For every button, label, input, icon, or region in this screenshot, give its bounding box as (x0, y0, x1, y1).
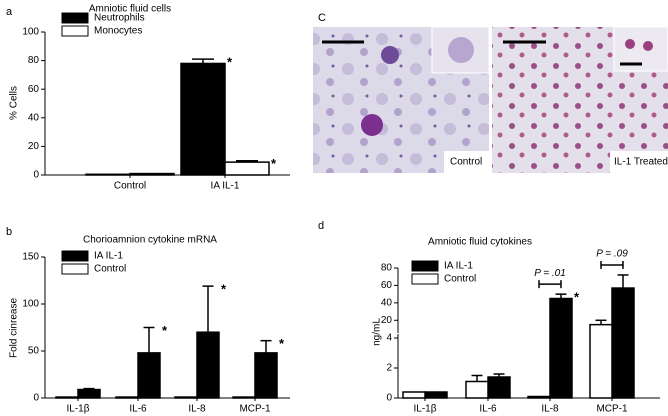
x-tick-label: IL-8 (541, 404, 559, 415)
cell (625, 39, 635, 49)
y-tick-label: 0 (33, 393, 39, 404)
panel-label: C (318, 12, 326, 24)
legend-swatch (411, 260, 439, 272)
cell (361, 114, 383, 136)
legend-swatch (61, 25, 89, 37)
bar (174, 396, 198, 399)
bar (527, 395, 551, 399)
y-axis-label: % Cells (9, 86, 20, 120)
y-tick-label: 20 (28, 141, 40, 152)
y-tick-label: 40 (28, 112, 40, 123)
cell (381, 46, 399, 64)
significance: * (271, 156, 277, 171)
bar (465, 380, 489, 399)
bar (589, 323, 613, 399)
y-tick-label: 2 (386, 363, 392, 374)
y-tick-label: 60 (381, 280, 393, 291)
caption-box (610, 151, 668, 173)
comparison-label: P = .09 (596, 249, 628, 260)
legend-label: IA IL-1 (444, 261, 473, 272)
y-tick-label: 100 (22, 299, 39, 310)
y-tick-label: 50 (28, 346, 40, 357)
bar (232, 396, 256, 399)
bar (487, 376, 511, 399)
y-tick-label: 150 (22, 252, 39, 263)
significance: * (574, 290, 580, 305)
x-tick-label: MCP-1 (239, 404, 271, 415)
bar (254, 352, 278, 399)
x-tick-label: IL-6 (129, 404, 147, 415)
bar (224, 161, 270, 176)
y-tick-label: 4 (386, 333, 392, 344)
y-tick-label: 80 (381, 263, 393, 274)
y-tick-label: 0 (33, 170, 39, 181)
bar (549, 297, 573, 399)
bar (424, 391, 448, 399)
caption-box (444, 151, 489, 173)
bar (180, 62, 226, 176)
bar (196, 331, 220, 399)
legend-swatch (61, 263, 89, 275)
significance: * (162, 323, 168, 338)
cell (448, 37, 474, 63)
comparison-label: P = .01 (534, 268, 566, 279)
bar (85, 173, 131, 176)
bar (402, 391, 426, 399)
legend-label: Control (444, 274, 476, 285)
y-axis-label: Fold cinrease (9, 298, 20, 358)
chart-title: Chorioamnion cytokine mRNA (83, 235, 217, 246)
bar (129, 172, 175, 176)
x-tick-label: IA IL-1 (211, 181, 240, 192)
y-tick-label: 80 (28, 55, 40, 66)
bar (115, 396, 139, 399)
legend-label: Control (94, 264, 126, 275)
y-tick-label: 60 (28, 84, 40, 95)
y-tick-label: 20 (381, 315, 393, 326)
bar (611, 287, 635, 399)
x-tick-label: IL-1β (67, 404, 90, 415)
significance: * (227, 55, 233, 70)
caption: IL-1 Treated (614, 157, 668, 168)
legend-swatch (61, 12, 89, 24)
y-axis-label: ng/mL (372, 318, 383, 346)
legend-label: IA IL-1 (94, 251, 123, 262)
x-tick-label: IL-8 (188, 404, 206, 415)
y-tick-label: 100 (22, 27, 39, 38)
cell (643, 41, 653, 51)
legend-label: Neutrophils (94, 13, 145, 24)
x-tick-label: MCP-1 (596, 404, 628, 415)
caption: Control (450, 157, 482, 168)
bar (55, 396, 79, 399)
legend-swatch (61, 250, 89, 262)
x-tick-label: IL-1β (414, 404, 437, 415)
chart-title: Amniotic fluid cytokines (428, 237, 532, 248)
chart-title: Amniotic fluid cells (89, 4, 171, 15)
y-tick-label: 0 (386, 393, 392, 404)
significance: * (221, 282, 227, 297)
panel-c: Control IL-1 Treated C (313, 12, 668, 173)
panel-label: b (6, 226, 12, 238)
y-tick-label: 40 (381, 297, 393, 308)
bar (137, 352, 161, 399)
legend-swatch (411, 273, 439, 285)
x-tick-label: Control (114, 181, 146, 192)
panel-label: d (318, 220, 324, 232)
legend-label: Monocytes (94, 26, 142, 37)
x-tick-label: IL-6 (479, 404, 497, 415)
significance: * (279, 336, 285, 351)
bar (77, 388, 101, 399)
panel-label: a (6, 6, 13, 18)
